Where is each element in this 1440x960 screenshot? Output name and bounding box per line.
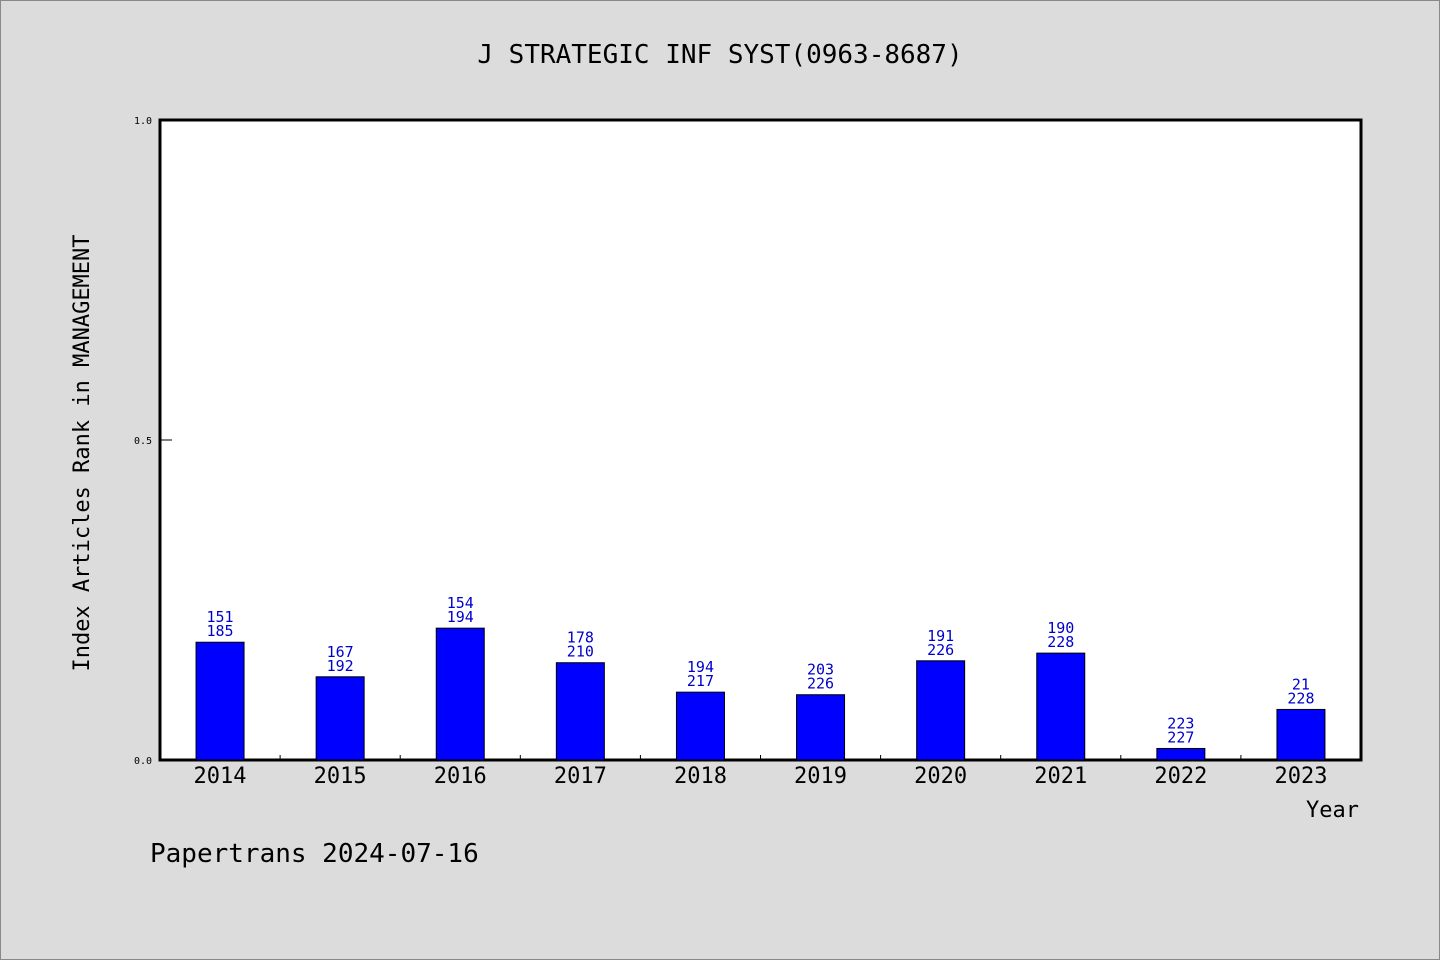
x-axis-label: Year: [1306, 798, 1359, 823]
bar-total-label: 194: [447, 608, 474, 626]
y-tick-label: 0.5: [134, 436, 152, 447]
x-tick-label: 2014: [194, 764, 247, 789]
bar-total-label: 226: [927, 641, 954, 659]
bar-rank-label: 21: [1292, 675, 1310, 693]
chart-title: J STRATEGIC INF SYST(0963-8687): [477, 40, 962, 70]
x-tick-label: 2019: [794, 764, 847, 789]
bar: [555, 662, 605, 761]
x-tick-label: 2015: [314, 764, 367, 789]
y-axis: 0.0 0.5 1.0: [134, 116, 172, 767]
bar-total-label: 228: [1047, 633, 1074, 651]
x-tick-label: 2018: [674, 764, 727, 789]
x-tick-label: 2020: [914, 764, 967, 789]
bar: [916, 660, 966, 761]
x-axis: 2014 2015 2016 2017 2018 2019 2020 2021 2022 2023: [194, 755, 1327, 789]
bar-rank-label: 154: [447, 594, 474, 612]
bar-rank-label: 223: [1167, 714, 1194, 732]
bar: [1036, 652, 1086, 761]
bar-total-label: 227: [1167, 728, 1194, 746]
bar-total-label: 228: [1287, 689, 1314, 707]
y-tick-label: 1.0: [134, 116, 152, 127]
bar: [1156, 747, 1206, 761]
bar-rank-label: 191: [927, 627, 954, 645]
bar-total-label: 226: [807, 675, 834, 693]
bar: [675, 691, 725, 761]
x-tick-label: 2022: [1154, 764, 1207, 789]
bar-total-label: 210: [567, 643, 594, 661]
bar-rank-label: 151: [207, 608, 234, 626]
x-tick-label: 2023: [1274, 764, 1327, 789]
y-axis-label: Index Articles Rank in MANAGEMENT: [70, 234, 95, 671]
bar: [315, 676, 365, 761]
bar-total-label: 192: [327, 657, 354, 675]
bar-series: [195, 627, 1326, 761]
bar-rank-label: 167: [327, 643, 354, 661]
bar-total-label: 185: [207, 622, 234, 640]
plot-area: [158, 118, 1363, 762]
bar-total-label: 217: [687, 672, 714, 690]
x-tick-label: 2017: [554, 764, 607, 789]
y-tick-label: 0.0: [134, 756, 152, 767]
bar: [435, 627, 485, 761]
bar: [1276, 708, 1326, 761]
bar-rank-label: 203: [807, 661, 834, 679]
x-tick-label: 2016: [434, 764, 487, 789]
footer-text: Papertrans 2024-07-16: [150, 839, 479, 869]
bar: [195, 641, 245, 761]
bar-rank-label: 190: [1047, 619, 1074, 637]
bar: [796, 694, 846, 761]
x-tick-label: 2021: [1034, 764, 1087, 789]
bar-labels: 1511851671921541941782101942172032261912…: [207, 594, 1315, 746]
bar-rank-label: 194: [687, 658, 714, 676]
bar-rank-label: 178: [567, 629, 594, 647]
